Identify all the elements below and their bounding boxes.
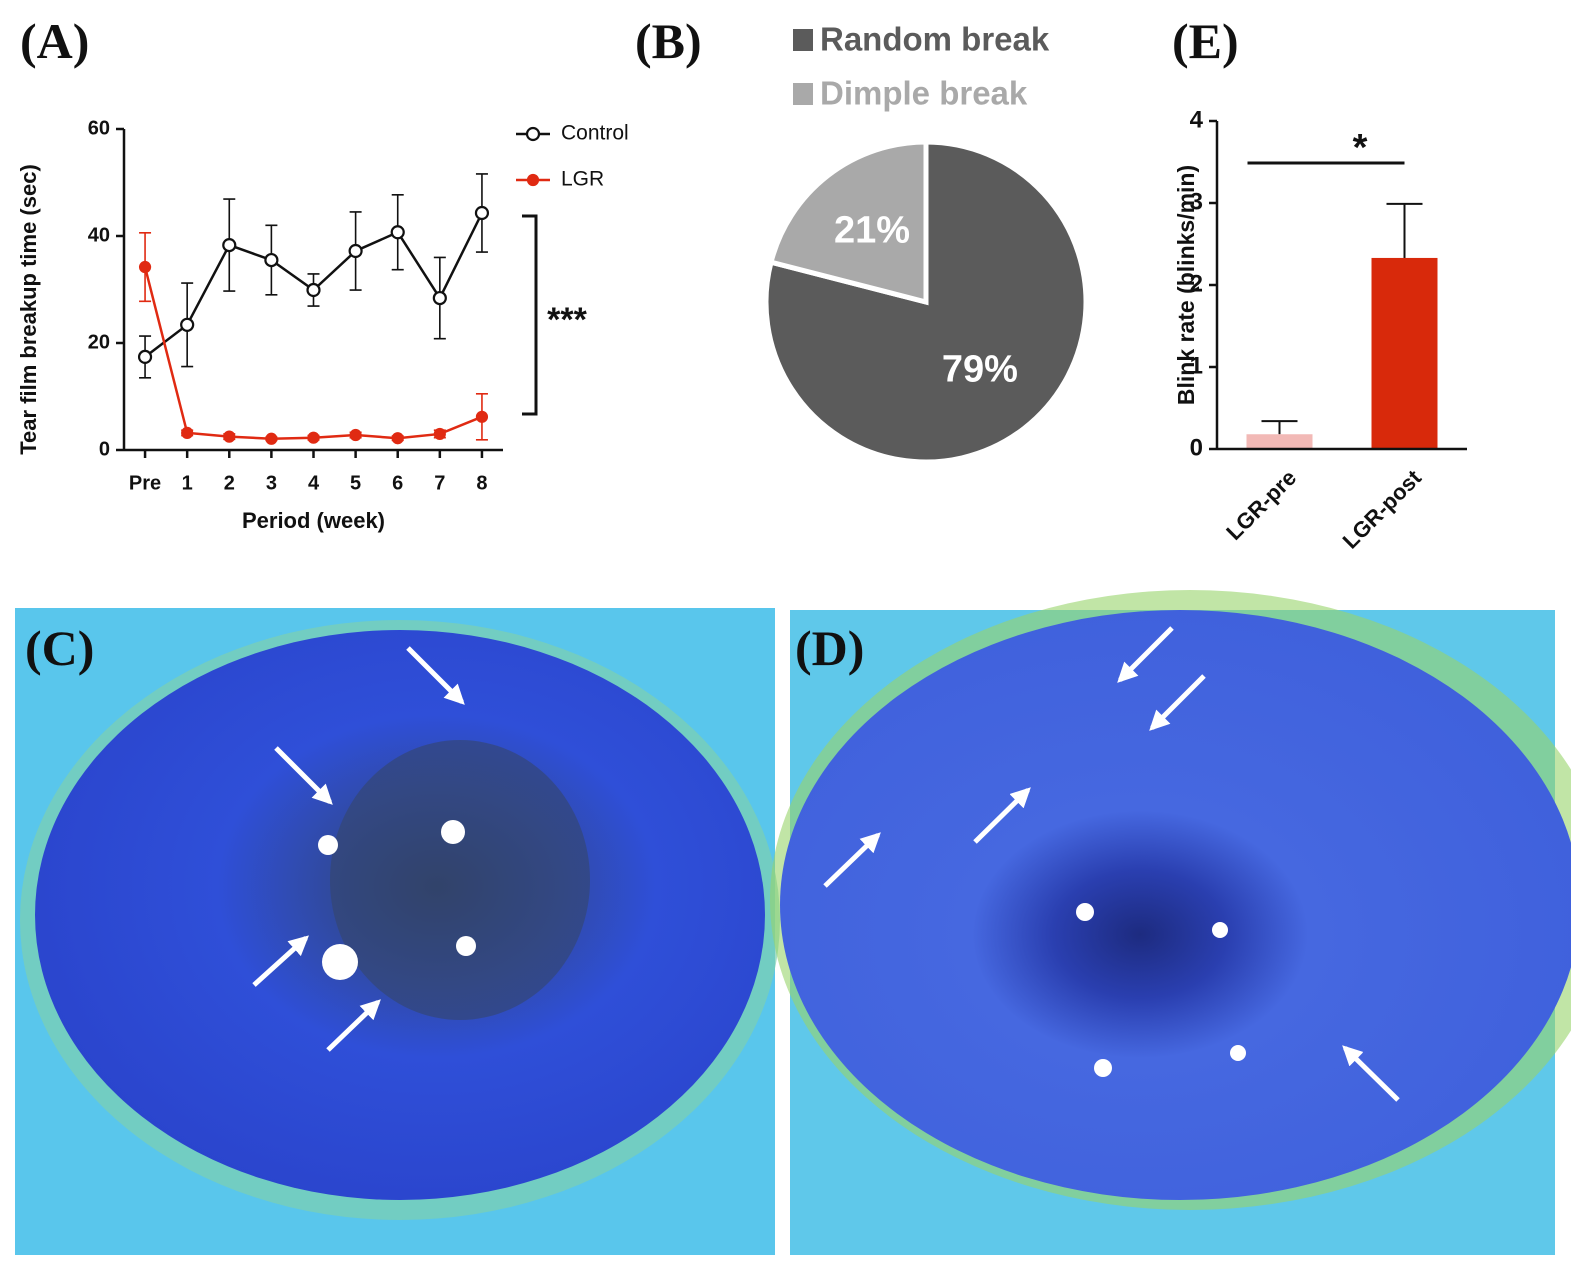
x-tick-label: 6	[392, 472, 403, 494]
error-bar	[1261, 420, 1298, 435]
data-point	[474, 205, 490, 221]
y-tick-label: 40	[88, 224, 110, 246]
photo-c	[15, 608, 780, 1255]
legend-marker	[525, 126, 541, 142]
data-point	[265, 432, 278, 445]
panel-label: (A)	[20, 13, 89, 69]
data-point	[264, 252, 279, 268]
data-point	[137, 349, 153, 365]
panel-label: (C)	[25, 620, 94, 676]
data-point	[180, 317, 195, 332]
x-tick-label: Pre	[129, 472, 161, 494]
y-tick-label: 0	[1190, 434, 1203, 461]
data-point	[433, 427, 446, 441]
y-tick-label: 1	[1190, 352, 1203, 379]
y-tick-label: 20	[88, 331, 110, 353]
data-point	[475, 410, 489, 423]
significance-bracket	[522, 214, 538, 416]
error-bar	[1386, 202, 1423, 258]
x-tick-label: 4	[308, 472, 320, 494]
photo-d	[770, 590, 1571, 1255]
slice-label: 79%	[942, 349, 1018, 391]
y-tick-label: 60	[88, 117, 110, 139]
panel-label: (E)	[1172, 13, 1239, 69]
annotation: *	[1353, 127, 1368, 169]
x-tick-label: 3	[266, 472, 277, 494]
slice-label: 21%	[834, 209, 910, 251]
y-tick-label: 3	[1190, 188, 1203, 215]
x-tick-label: 8	[476, 472, 487, 494]
legend-label: Control	[561, 122, 629, 145]
pie-slice	[767, 139, 929, 306]
data-point	[349, 428, 362, 442]
y-tick-label: 0	[99, 438, 110, 460]
y-axis-title: Tear film breakup time (sec)	[16, 164, 41, 455]
legend-swatch	[793, 83, 813, 105]
x-axis-title: Period (week)	[242, 508, 385, 533]
y-axis-title: Blink rate (blinks/min)	[1173, 165, 1199, 405]
x-tick-label: 2	[224, 472, 235, 494]
y-tick-label: 2	[1190, 270, 1203, 297]
bar	[1371, 257, 1438, 449]
panel-label: (D)	[795, 620, 864, 676]
x-tick-label: 1	[182, 472, 193, 494]
legend-marker	[526, 173, 540, 187]
data-point	[306, 282, 321, 298]
data-point	[222, 237, 237, 253]
data-point	[223, 430, 236, 443]
legend-swatch	[793, 29, 813, 51]
data-point	[307, 431, 320, 444]
data-point	[138, 260, 152, 274]
legend-label: Random break	[820, 21, 1050, 58]
data-point	[348, 243, 363, 259]
x-tick-label: 7	[434, 472, 445, 494]
data-point	[181, 426, 194, 439]
bar	[1246, 434, 1313, 449]
x-tick-label: LGR-pre	[1221, 465, 1301, 545]
data-point	[432, 290, 447, 306]
y-tick-label: 4	[1190, 106, 1204, 133]
data-point	[390, 225, 405, 240]
panel-label: (B)	[635, 13, 702, 69]
data-point	[391, 432, 404, 445]
legend-label: Dimple break	[820, 75, 1028, 112]
annotation: ***	[547, 301, 587, 339]
x-tick-label: LGR-post	[1338, 464, 1427, 553]
legend-label: LGR	[561, 168, 604, 191]
x-tick-label: 5	[350, 472, 361, 494]
